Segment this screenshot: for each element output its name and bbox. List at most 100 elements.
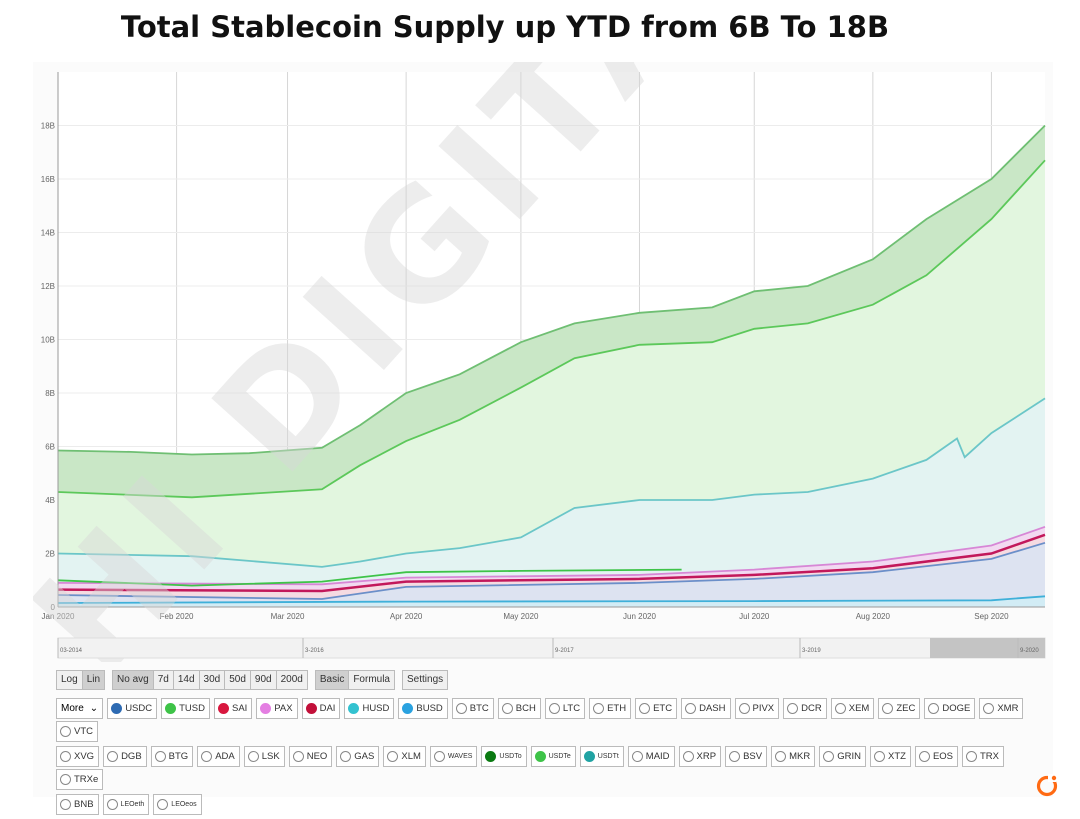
mode-button-basic[interactable]: Basic <box>314 670 350 690</box>
asset-toggle-mkr[interactable]: MKR <box>771 746 816 767</box>
asset-toggle-doge[interactable]: DOGE <box>924 698 976 719</box>
asset-toggle-xem[interactable]: XEM <box>830 698 875 719</box>
asset-toggle-maid[interactable]: MAID <box>627 746 675 767</box>
asset-toggle-leoeth[interactable]: LEOeth <box>102 794 150 815</box>
avg-button-14d[interactable]: 14d <box>172 670 200 690</box>
radio-dot-icon <box>111 703 123 714</box>
asset-toggle-dgb[interactable]: DGB <box>103 746 147 767</box>
asset-label: BUSD <box>416 703 443 714</box>
asset-toggle-gas[interactable]: GAS <box>336 746 380 767</box>
radio-dot-icon <box>348 703 360 714</box>
radio-dot-icon <box>106 799 118 810</box>
asset-toggle-ltc[interactable]: LTC <box>544 698 586 719</box>
radio-dot-icon <box>873 751 885 762</box>
y-tick-label: 6B <box>45 443 55 452</box>
settings-button[interactable]: Settings <box>402 670 449 690</box>
chart-panel: Jan 2020 Feb 2020 Mar 2020 Apr 2020 May 2020… <box>33 62 1053 797</box>
asset-toggle-etc[interactable]: ETC <box>635 698 678 719</box>
radio-dot-icon <box>685 703 697 714</box>
asset-toggle-usdto[interactable]: USDTo <box>481 746 527 767</box>
stablecoin-supply-chart[interactable]: Jan 2020 Feb 2020 Mar 2020 Apr 2020 May 2020… <box>33 62 1053 662</box>
asset-toggle-leoeos[interactable]: LEOeos <box>153 794 202 815</box>
asset-toggle-bsv[interactable]: BSV <box>725 746 768 767</box>
y-tick-label: 0 <box>51 603 56 612</box>
asset-label: LSK <box>261 751 280 762</box>
asset-toggle-xlm[interactable]: XLM <box>383 746 426 767</box>
asset-toggle-waves[interactable]: WAVES <box>429 746 478 767</box>
navigator-bar[interactable]: 03-2014 3-2016 9-2017 3-2019 9-2020 <box>57 637 1046 659</box>
avg-button-90d[interactable]: 90d <box>249 670 277 690</box>
asset-toggle-usdtt[interactable]: USDTt <box>579 746 624 767</box>
navigator-track <box>57 637 1046 659</box>
navigator-label: 3-2016 <box>305 648 324 654</box>
scale-button-log[interactable]: Log <box>56 670 83 690</box>
asset-toggle-xtz[interactable]: XTZ <box>869 746 911 767</box>
avg-button-30d[interactable]: 30d <box>198 670 226 690</box>
avg-button-200d[interactable]: 200d <box>275 670 308 690</box>
avg-button-no-avg[interactable]: No avg <box>112 670 154 690</box>
asset-toggle-husd[interactable]: HUSD <box>344 698 395 719</box>
asset-label: TRXe <box>74 774 99 785</box>
radio-dot-icon <box>387 751 399 762</box>
avg-button-7d[interactable]: 7d <box>152 670 174 690</box>
asset-toggle-xrp[interactable]: XRP <box>678 746 722 767</box>
mode-button-formula[interactable]: Formula <box>348 670 395 690</box>
asset-toggle-dcr[interactable]: DCR <box>783 698 827 719</box>
asset-toggle-eth[interactable]: ETH <box>589 698 632 719</box>
asset-label: DOGE <box>942 703 971 714</box>
line-usdt <box>57 124 1046 456</box>
asset-toggle-neo[interactable]: NEO <box>288 746 333 767</box>
asset-toggles-row-3: BNB LEOeth LEOeos <box>56 794 1046 815</box>
asset-toggle-btc[interactable]: BTC <box>451 698 494 719</box>
asset-toggle-grin[interactable]: GRIN <box>819 746 866 767</box>
x-tick-label: Aug 2020 <box>856 612 891 621</box>
asset-label: USDTe <box>548 753 571 760</box>
y-tick-label: 10B <box>41 336 55 345</box>
asset-toggle-bnb[interactable]: BNB <box>56 794 99 815</box>
asset-toggle-zec[interactable]: ZEC <box>878 698 921 719</box>
radio-dot-icon <box>548 703 560 714</box>
asset-toggle-xmr[interactable]: XMR <box>979 698 1024 719</box>
radio-dot-icon <box>154 751 166 762</box>
asset-toggle-pivx[interactable]: PIVX <box>734 698 780 719</box>
asset-toggle-eos[interactable]: EOS <box>914 746 958 767</box>
asset-label: GRIN <box>837 751 861 762</box>
asset-toggle-trx[interactable]: TRX <box>962 746 1004 767</box>
asset-toggle-sai[interactable]: SAI <box>213 698 253 719</box>
asset-label: USDTt <box>597 753 619 760</box>
radio-dot-icon <box>433 751 445 762</box>
y-tick-label: 8B <box>45 389 55 398</box>
y-tick-label: 12B <box>41 282 55 291</box>
asset-toggle-busd[interactable]: BUSD <box>398 698 448 719</box>
avg-button-50d[interactable]: 50d <box>224 670 251 690</box>
asset-toggle-lsk[interactable]: LSK <box>243 746 285 767</box>
chart-controls: Log Lin No avg 7d 14d 30d 50d 90d 200d Basic Formu… <box>56 670 1046 819</box>
radio-dot-icon <box>918 751 930 762</box>
asset-toggle-tusd[interactable]: TUSD <box>161 698 210 719</box>
asset-toggle-usdc[interactable]: USDC <box>107 698 158 719</box>
asset-toggle-xvg[interactable]: XVG <box>56 746 100 767</box>
asset-label: BCH <box>515 703 536 714</box>
asset-toggle-dash[interactable]: DASH <box>681 698 731 719</box>
asset-toggle-usdte[interactable]: USDTe <box>530 746 576 767</box>
scale-button-lin[interactable]: Lin <box>81 670 106 690</box>
asset-toggle-btg[interactable]: BTG <box>150 746 194 767</box>
radio-dot-icon <box>455 703 467 714</box>
asset-toggle-vtc[interactable]: VTC <box>56 721 98 742</box>
asset-toggle-trxe[interactable]: TRXe <box>56 769 104 790</box>
asset-toggle-pax[interactable]: PAX <box>256 698 298 719</box>
more-select[interactable]: More ⌄ <box>56 698 104 719</box>
radio-dot-icon <box>485 751 497 762</box>
asset-toggle-dai[interactable]: DAI <box>301 698 341 719</box>
radio-dot-icon <box>823 751 835 762</box>
asset-label: DCR <box>801 703 822 714</box>
asset-label: XEM <box>848 703 870 714</box>
asset-label: XTZ <box>887 751 906 762</box>
radio-dot-icon <box>217 703 229 714</box>
area-busd <box>58 542 1045 607</box>
asset-toggle-ada[interactable]: ADA <box>197 746 240 767</box>
asset-label: LEOeos <box>171 801 197 808</box>
line-dai <box>57 533 1046 593</box>
asset-toggle-bch[interactable]: BCH <box>497 698 541 719</box>
y-tick-label: 16B <box>41 175 55 184</box>
